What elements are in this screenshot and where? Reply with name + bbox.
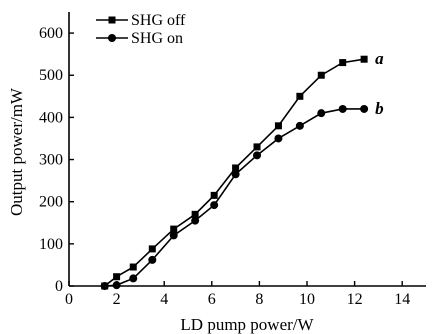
data-point-square [148, 245, 156, 253]
x-tick-label: 6 [208, 291, 216, 308]
series-a: a [101, 49, 384, 290]
legend-marker-circle [108, 34, 116, 42]
data-point-circle [169, 231, 178, 240]
x-axis-label: LD pump power/W [180, 315, 314, 334]
x-tick-label: 8 [255, 291, 263, 308]
x-tick-label: 2 [113, 291, 121, 308]
data-point-square [274, 122, 282, 130]
data-point-circle [338, 104, 347, 113]
data-point-square [210, 191, 218, 199]
series-tag-label: a [375, 49, 384, 68]
x-ticks: 0 2 4 6 8 10 12 14 [65, 281, 410, 308]
data-point-circle [112, 281, 121, 290]
data-point-square [253, 143, 261, 151]
legend-item: SHG off [96, 12, 186, 29]
x-tick-label: 0 [65, 291, 73, 308]
x-tick-label: 4 [160, 291, 168, 308]
data-point-square [170, 225, 178, 233]
data-point-circle [100, 282, 109, 290]
data-point-circle [360, 104, 369, 113]
y-tick-label: 0 [55, 278, 63, 295]
y-tick-label: 100 [39, 236, 63, 253]
series-line [104, 108, 365, 287]
data-point-square [339, 59, 347, 67]
data-point-circle [129, 274, 138, 283]
data-point-circle [191, 216, 200, 225]
series-b: b [100, 99, 384, 290]
series-layer: ab [100, 49, 384, 290]
data-point-circle [317, 109, 326, 118]
y-tick-label: 500 [39, 67, 63, 84]
data-point-circle [253, 151, 262, 160]
y-axis-label: Output power/mW [7, 87, 26, 216]
legend-marker-square [108, 16, 116, 24]
data-point-circle [210, 201, 219, 210]
y-tick-label: 300 [39, 152, 63, 169]
x-tick-label: 10 [299, 291, 315, 308]
data-point-square [360, 55, 368, 63]
y-tick-label: 200 [39, 194, 63, 211]
data-point-circle [274, 134, 283, 143]
legend-label: SHG on [131, 30, 183, 47]
legend-item: SHG on [96, 30, 183, 47]
data-point-square [129, 263, 137, 271]
data-point-circle [295, 121, 304, 130]
data-point-circle [231, 170, 240, 179]
series-tag-label: b [375, 99, 384, 118]
legend-label: SHG off [131, 12, 186, 29]
data-point-square [296, 92, 304, 100]
x-tick-label: 14 [394, 291, 410, 308]
x-tick-label: 12 [347, 291, 363, 308]
data-point-square [317, 71, 325, 79]
data-point-square [113, 273, 121, 281]
data-point-square [191, 210, 199, 218]
data-point-square [232, 164, 240, 172]
y-ticks: 0 100 200 300 400 500 600 [39, 25, 74, 295]
data-point-circle [148, 255, 157, 264]
y-tick-label: 400 [39, 109, 63, 126]
axes [68, 12, 426, 287]
y-tick-label: 600 [39, 25, 63, 42]
